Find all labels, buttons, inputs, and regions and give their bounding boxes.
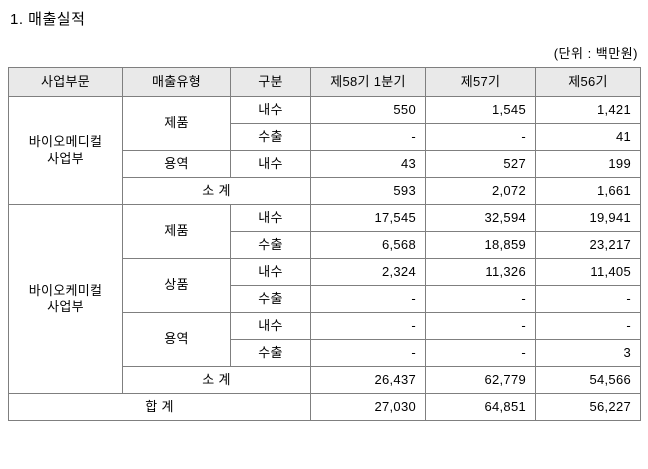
category-cell: 내수: [230, 312, 311, 340]
value-cell: 1,421: [535, 96, 641, 124]
value-cell: 3: [535, 339, 641, 367]
value-cell: -: [535, 285, 641, 313]
sales-type-cell: 용역: [122, 150, 231, 178]
header-cell-division: 사업부문: [8, 67, 123, 97]
value-cell: 23,217: [535, 231, 641, 259]
table-row: 바이오케미컬 사업부 제품 내수 17,545 32,594 19,941: [8, 204, 641, 394]
category-cell: 내수: [230, 204, 311, 232]
value-cell: 11,405: [535, 258, 641, 286]
value-cell: -: [310, 123, 426, 151]
value-cell: 43: [310, 150, 426, 178]
total-value-cell: 64,851: [425, 393, 536, 421]
category-cell: 수출: [230, 339, 311, 367]
subtotal-value-cell: 593: [310, 177, 426, 205]
subtotal-label-cell: 소 계: [122, 366, 311, 394]
division-cell: 바이오케미컬 사업부: [8, 204, 123, 394]
subtotal-label-cell: 소 계: [122, 177, 311, 205]
category-cell: 내수: [230, 258, 311, 286]
sales-table: 사업부문 매출유형 구분 제58기 1분기 제57기 제56기 바이오메디컬 사…: [8, 67, 641, 421]
header-cell-period-57: 제57기: [425, 67, 536, 97]
table-row: 용역 내수 43 527 199: [9, 150, 641, 178]
value-cell: 6,568: [310, 231, 426, 259]
value-cell: 2,324: [310, 258, 426, 286]
value-cell: 32,594: [425, 204, 536, 232]
value-cell: 11,326: [425, 258, 536, 286]
unit-note: (단위 : 백만원): [553, 46, 638, 61]
header-cell-sales-type: 매출유형: [122, 67, 231, 97]
value-cell: -: [425, 339, 536, 367]
subtotal-value-cell: 62,779: [425, 366, 536, 394]
table-row: 상품 내수 2,324 11,326 11,405: [9, 258, 641, 313]
sales-type-cell: 용역: [122, 312, 231, 367]
header-cell-period-56: 제56기: [535, 67, 641, 97]
subtotal-value-cell: 54,566: [535, 366, 641, 394]
total-value-cell: 27,030: [310, 393, 426, 421]
value-cell: -: [425, 285, 536, 313]
category-cell: 내수: [230, 150, 311, 178]
subtotal-row: 소 계 26,437 62,779 54,566: [9, 366, 641, 394]
value-cell: -: [310, 285, 426, 313]
subtotal-value-cell: 2,072: [425, 177, 536, 205]
category-cell: 내수: [230, 96, 311, 124]
value-cell: -: [425, 312, 536, 340]
division-cell: 바이오메디컬 사업부: [8, 96, 123, 205]
value-cell: -: [535, 312, 641, 340]
category-cell: 수출: [230, 285, 311, 313]
value-cell: 41: [535, 123, 641, 151]
page-title: 1. 매출실적: [10, 11, 86, 28]
header-cell-category: 구분: [230, 67, 311, 97]
value-cell: 17,545: [310, 204, 426, 232]
value-cell: 19,941: [535, 204, 641, 232]
sales-type-cell: 상품: [122, 258, 231, 313]
table-row: 수출 6,568 18,859 23,217: [9, 231, 641, 259]
value-cell: -: [310, 312, 426, 340]
value-cell: 550: [310, 96, 426, 124]
value-cell: 199: [535, 150, 641, 178]
total-row: 합 계 27,030 64,851 56,227: [8, 393, 641, 421]
value-cell: 527: [425, 150, 536, 178]
total-value-cell: 56,227: [535, 393, 641, 421]
sales-type-cell: 제품: [122, 96, 231, 151]
category-cell: 수출: [230, 123, 311, 151]
value-cell: 18,859: [425, 231, 536, 259]
table-row: 용역 내수 - - -: [9, 312, 641, 367]
category-cell: 수출: [230, 231, 311, 259]
table-row: 바이오메디컬 사업부 제품 내수 550 1,545 1,421: [8, 96, 641, 205]
subtotal-value-cell: 26,437: [310, 366, 426, 394]
value-cell: -: [425, 123, 536, 151]
value-cell: 1,545: [425, 96, 536, 124]
table-header-row: 사업부문 매출유형 구분 제58기 1분기 제57기 제56기: [8, 67, 641, 97]
value-cell: -: [310, 339, 426, 367]
total-label-cell: 합 계: [8, 393, 311, 421]
sales-type-cell: 제품: [122, 204, 231, 259]
header-cell-period-58: 제58기 1분기: [310, 67, 426, 97]
subtotal-value-cell: 1,661: [535, 177, 641, 205]
table-row: 수출 - - 41: [9, 123, 641, 151]
